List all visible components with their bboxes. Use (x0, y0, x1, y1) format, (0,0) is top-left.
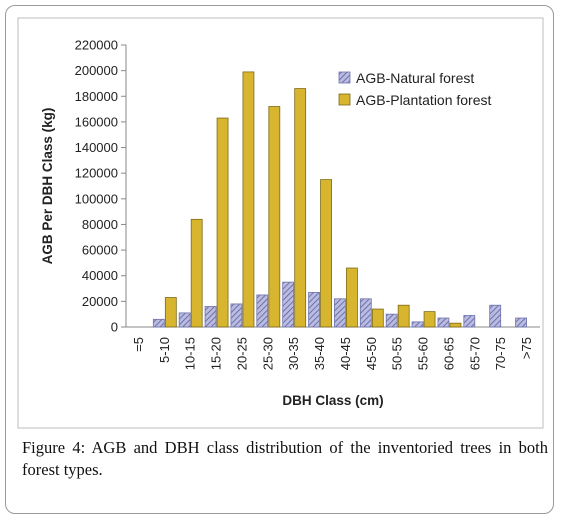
legend: AGB-Natural forest AGB-Plantation forest (338, 70, 492, 108)
caption-label: Figure 4: (22, 438, 86, 457)
bar-natural-forest (256, 294, 269, 328)
bar-chart: 0 20000 40000 60000 80000 100000 120000 140000 1… (17, 17, 544, 429)
x-tick-label: =5 (131, 337, 146, 352)
y-axis: 0 20000 40000 60000 80000 100000 120000 140000 1… (75, 38, 127, 335)
x-axis-title: DBH Class (cm) (282, 393, 383, 408)
bar-plantation-forest (190, 218, 203, 328)
bar-natural-forest (437, 317, 450, 328)
legend-swatch (338, 71, 351, 84)
legend-swatch (338, 93, 351, 106)
y-tick-label: 0 (111, 320, 118, 335)
y-tick-label: 60000 (82, 243, 118, 258)
bar-natural-forest (411, 321, 424, 328)
y-tick-label: 140000 (75, 140, 118, 155)
x-axis: =5 5-10 10-15 15-20 20-25 25-30 30-35 35-40 40-4… (126, 326, 540, 370)
bar-plantation-forest (294, 88, 307, 328)
y-tick-label: 120000 (75, 166, 118, 181)
bar-plantation-forest (397, 304, 410, 328)
bar-plantation-forest (449, 322, 462, 328)
legend-label: AGB-Natural forest (356, 70, 474, 86)
bar-natural-forest (204, 306, 217, 328)
y-tick-label: 100000 (75, 191, 118, 206)
x-tick-label: 20-25 (234, 337, 249, 370)
x-tick-label: 55-60 (416, 337, 431, 370)
x-tick-label: 70-75 (493, 337, 508, 370)
x-tick-label: 25-30 (260, 337, 275, 370)
bar-natural-forest (515, 317, 527, 328)
bar-natural-forest (282, 281, 295, 328)
bar-plantation-forest (268, 106, 281, 328)
figure-caption: Figure 4: AGB and DBH class distribution… (22, 437, 548, 481)
x-tick-label: 50-55 (390, 337, 405, 370)
x-tick-label: 60-65 (441, 337, 456, 370)
y-tick-label: 180000 (75, 89, 118, 104)
bar-natural-forest (463, 315, 476, 328)
bar-plantation-forest (164, 297, 177, 328)
y-tick-label: 20000 (82, 294, 118, 309)
x-tick-label: 15-20 (209, 337, 224, 370)
caption-text: AGB and DBH class distribution of the in… (22, 438, 549, 479)
x-tick-label: 5-10 (157, 337, 172, 363)
x-tick-label: 40-45 (338, 337, 353, 370)
bar-plantation-forest (346, 267, 358, 328)
bar-natural-forest (308, 291, 320, 328)
bar-natural-forest (385, 313, 398, 328)
x-tick-label: >75 (519, 337, 534, 359)
x-tick-label: 30-35 (286, 337, 301, 370)
bar-natural-forest (178, 312, 191, 328)
y-tick-label: 40000 (82, 268, 118, 283)
y-tick-label: 160000 (75, 114, 118, 129)
bar-plantation-forest (371, 308, 384, 328)
y-tick-label: 200000 (75, 63, 118, 78)
y-tick-label: 80000 (82, 217, 118, 232)
chart-area-border (17, 17, 544, 429)
bars (152, 71, 527, 328)
bar-plantation-forest (216, 117, 229, 328)
bar-plantation-forest (320, 179, 332, 328)
x-tick-label: 35-40 (312, 337, 327, 370)
legend-label: AGB-Plantation forest (356, 92, 492, 108)
bar-natural-forest (359, 298, 372, 328)
bar-natural-forest (152, 318, 165, 328)
y-axis-title: AGB Per DBH Class (kg) (40, 108, 55, 265)
x-tick-label: 65-70 (467, 337, 482, 370)
bar-natural-forest (334, 298, 346, 328)
x-tick-label: 45-50 (364, 337, 379, 370)
y-tick-label: 220000 (75, 38, 118, 53)
x-tick-label: 10-15 (183, 337, 198, 370)
bar-natural-forest (489, 304, 502, 328)
bar-plantation-forest (242, 71, 255, 328)
bar-natural-forest (230, 303, 243, 328)
bar-plantation-forest (423, 311, 436, 328)
